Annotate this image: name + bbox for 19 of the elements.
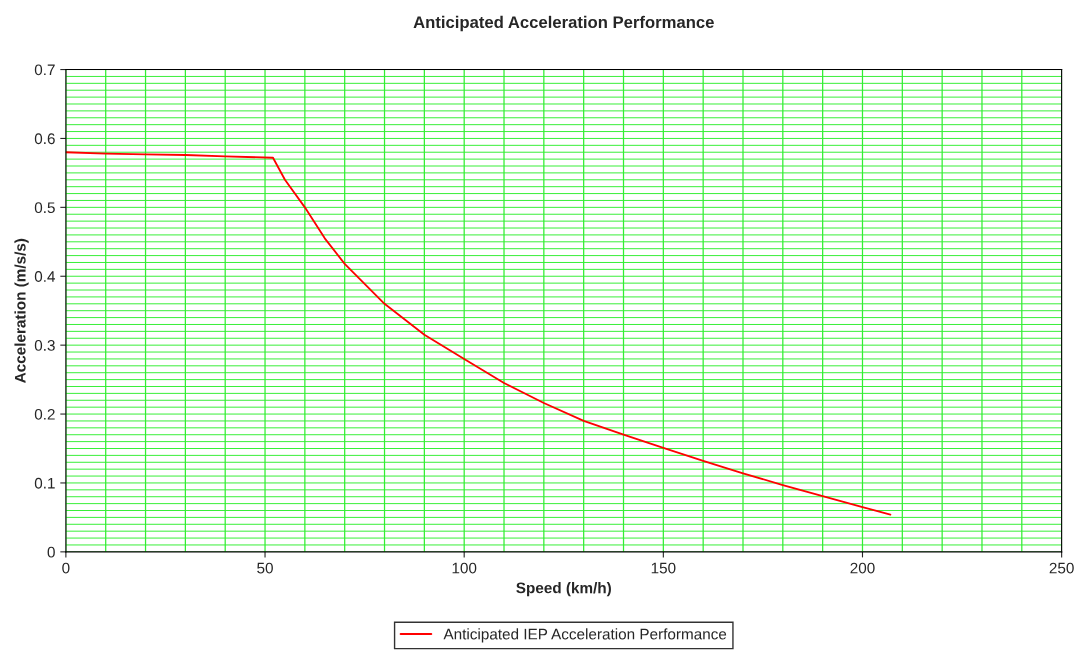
- y-tick-label: 0.5: [34, 202, 55, 214]
- x-tick-label: 250: [1049, 562, 1074, 574]
- x-tick-label: 150: [651, 562, 676, 574]
- legend-label: Anticipated IEP Acceleration Performance: [443, 628, 727, 643]
- chart-title: Anticipated Acceleration Performance: [413, 15, 714, 32]
- y-tick-label: 0.3: [34, 340, 55, 351]
- x-tick-label: 0: [62, 562, 70, 574]
- line-series: [65, 151, 892, 516]
- y-tick-label: 0: [47, 546, 55, 558]
- y-tick-label: 0.7: [34, 64, 55, 76]
- y-tick-label: 0.4: [34, 271, 56, 282]
- y-tick-label: 0.1: [34, 477, 55, 489]
- x-tick-label: 200: [850, 562, 875, 574]
- x-axis-title: Speed (km/h): [516, 582, 611, 597]
- y-tick-label: 0.6: [34, 133, 55, 145]
- y-axis-title: Acceleration (m/s/s): [14, 238, 29, 383]
- x-tick-label: 50: [257, 562, 273, 574]
- y-tick-label: 0.2: [34, 408, 55, 420]
- x-tick-label: 100: [452, 562, 477, 574]
